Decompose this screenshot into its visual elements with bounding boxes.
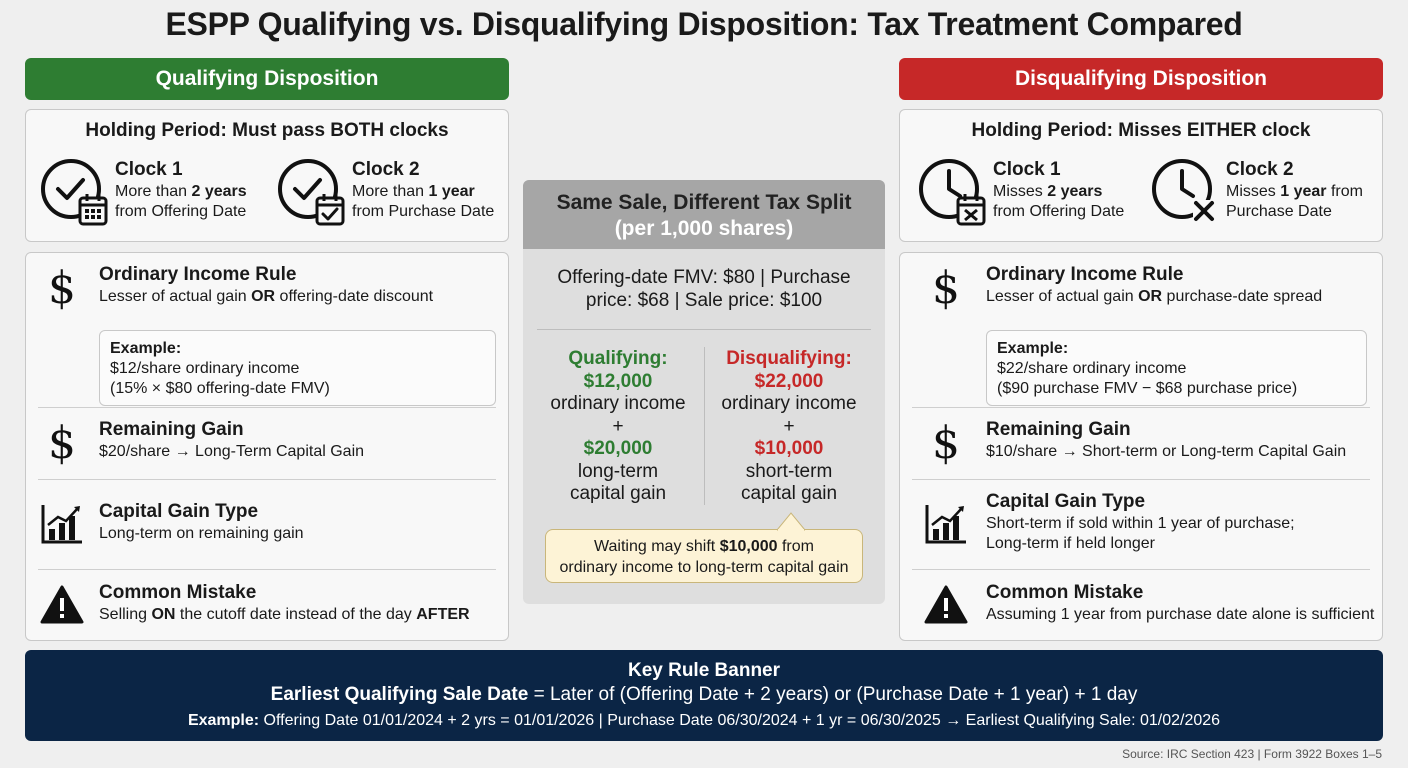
- qualifying-clock-2-text: Clock 2 More than 1 year from Purchase D…: [352, 158, 494, 222]
- bar-chart-icon: [925, 505, 966, 544]
- example-line: ($90 purchase FMV − $68 purchase price): [997, 380, 1298, 397]
- divider: [704, 347, 705, 505]
- dollar-icon: $: [932, 263, 960, 314]
- center-title: Same Sale, Different Tax Split: [556, 191, 852, 214]
- banner-rule: Earliest Qualifying Sale Date = Later of…: [270, 684, 1138, 705]
- rule-desc: Short-term if sold within 1 year of purc…: [986, 515, 1295, 532]
- clock-check-box-icon: [278, 159, 345, 226]
- disqualifying-clock-1-text: Clock 1 Misses 2 years from Offering Dat…: [993, 158, 1124, 222]
- clock-line-1: Misses 2 years: [993, 183, 1103, 200]
- key-rule-banner: Key Rule Banner Earliest Qualifying Sale…: [25, 650, 1383, 741]
- qualifying-header: Qualifying Disposition: [25, 58, 509, 100]
- divider: [537, 329, 871, 330]
- divider: [912, 569, 1370, 570]
- example-line: $12/share ordinary income: [110, 360, 300, 377]
- clock-title: Clock 1: [993, 159, 1061, 180]
- rule-desc: Long-term on remaining gain: [99, 525, 304, 542]
- qualifying-holding-card: Holding Period: Must pass BOTH clocks Cl…: [25, 109, 509, 242]
- dollar-icon: $: [932, 418, 960, 469]
- divider: [38, 407, 496, 408]
- rule-desc: Lesser of actual gain OR offering-date d…: [99, 288, 434, 305]
- disqualifying-rules-card: $ Ordinary Income Rule Lesser of actual …: [899, 252, 1383, 641]
- page-title: ESPP Qualifying vs. Disqualifying Dispos…: [165, 6, 1243, 42]
- clock-x-calendar-icon: [919, 159, 986, 226]
- rule-desc: Selling ON the cutoff date instead of th…: [99, 606, 470, 623]
- qualifying-split-column: Qualifying: $12,000 ordinary income + $2…: [550, 348, 686, 504]
- disqualifying-holding-card: Holding Period: Misses EITHER clock Cloc…: [899, 109, 1383, 242]
- rule-desc: $10/share → Short-term or Long-term Capi…: [986, 443, 1347, 460]
- bar-chart-icon: [41, 505, 82, 544]
- rule-title: Ordinary Income Rule: [986, 264, 1184, 285]
- rule-desc: Assuming 1 year from purchase date alone…: [986, 606, 1375, 623]
- center-subtitle: (per 1,000 shares): [614, 217, 794, 240]
- clock-line-1: More than 2 years: [115, 183, 247, 200]
- qualifying-holding-title: Holding Period: Must pass BOTH clocks: [85, 120, 449, 141]
- clock-line-2: Purchase Date: [1226, 203, 1332, 220]
- divider: [38, 479, 496, 480]
- callout-box: Waiting may shift $10,000 from ordinary …: [545, 529, 863, 583]
- rule-desc: $20/share → Long-Term Capital Gain: [99, 443, 365, 460]
- clock-title: Clock 2: [1226, 159, 1294, 180]
- disqualifying-example-box: Example: $22/share ordinary income ($90 …: [986, 330, 1367, 406]
- disqualifying-split-column: Disqualifying: $22,000 ordinary income +…: [721, 348, 857, 504]
- dollar-icon: $: [48, 418, 76, 469]
- clock-line-2: from Purchase Date: [352, 203, 495, 220]
- divider: [38, 569, 496, 570]
- warning-icon: [40, 585, 84, 624]
- disqualifying-holding-title: Holding Period: Misses EITHER clock: [971, 120, 1311, 141]
- example-line: (15% × $80 offering-date FMV): [110, 380, 330, 397]
- clock-check-calendar-icon: [41, 159, 108, 226]
- rule-desc: Lesser of actual gain OR purchase-date s…: [986, 288, 1323, 305]
- example-line: $22/share ordinary income: [997, 360, 1187, 377]
- center-comparison-card: Same Sale, Different Tax Split (per 1,00…: [523, 180, 885, 604]
- source-note: Source: IRC Section 423 | Form 3922 Boxe…: [1122, 747, 1382, 761]
- rule-desc: Long-term if held longer: [986, 535, 1155, 552]
- rule-title: Capital Gain Type: [986, 491, 1146, 512]
- dollar-icon: $: [48, 263, 76, 314]
- clock-line-1: Misses 1 year from: [1226, 183, 1363, 200]
- clock-title: Clock 2: [352, 159, 420, 180]
- rule-title: Common Mistake: [99, 582, 257, 603]
- example-title: Example:: [997, 340, 1069, 357]
- warning-icon: [924, 585, 968, 624]
- example-title: Example:: [110, 340, 182, 357]
- clock-x-icon: [1152, 159, 1215, 222]
- callout-pointer: [777, 512, 805, 531]
- divider: [912, 407, 1370, 408]
- disqualifying-clock-2-text: Clock 2 Misses 1 year from Purchase Date: [1226, 158, 1363, 222]
- center-header: Same Sale, Different Tax Split (per 1,00…: [523, 180, 885, 249]
- qualifying-example-box: Example: $12/share ordinary income (15% …: [99, 330, 496, 406]
- clock-title: Clock 1: [115, 159, 183, 180]
- disqualifying-header: Disqualifying Disposition: [899, 58, 1383, 100]
- banner-title: Key Rule Banner: [627, 660, 781, 681]
- clock-line-2: from Offering Date: [993, 203, 1125, 220]
- banner-example: Example: Offering Date 01/01/2024 + 2 yr…: [187, 712, 1221, 729]
- rule-title: Remaining Gain: [986, 419, 1131, 440]
- rule-title: Ordinary Income Rule: [99, 264, 297, 285]
- clock-line-1: More than 1 year: [352, 183, 475, 200]
- qualifying-clock-1-text: Clock 1 More than 2 years from Offering …: [115, 158, 247, 222]
- rule-title: Common Mistake: [986, 582, 1144, 603]
- rule-title: Capital Gain Type: [99, 501, 259, 522]
- divider: [912, 479, 1370, 480]
- qualifying-rules-card: $ Ordinary Income Rule Lesser of actual …: [25, 252, 509, 641]
- center-prices: Offering-date FMV: $80 | Purchase price:…: [557, 267, 851, 311]
- rule-title: Remaining Gain: [99, 419, 244, 440]
- clock-line-2: from Offering Date: [115, 203, 247, 220]
